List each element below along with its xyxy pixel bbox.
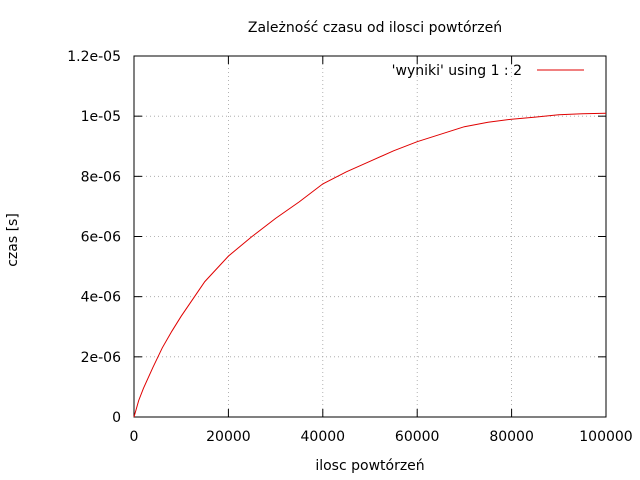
legend: 'wyniki' using 1 : 2	[392, 63, 584, 79]
y-tick-label: 1e-05	[81, 109, 121, 125]
x-tick-label: 60000	[395, 429, 440, 445]
chart-title: Zależność czasu od ilosci powtórzeń	[248, 20, 502, 36]
y-tick-label: 0	[112, 410, 121, 426]
y-axis-label: czas [s]	[5, 213, 21, 267]
grid	[134, 56, 606, 417]
y-tick-labels: 0 2e-06 4e-06 6e-06 8e-06 1e-05 1.2e-05	[67, 49, 121, 426]
x-axis-label: ilosc powtórzeń	[315, 458, 424, 474]
y-tick-label: 4e-06	[81, 290, 121, 306]
x-tick-label: 20000	[206, 429, 251, 445]
x-tick-label: 0	[130, 429, 139, 445]
series-line	[133, 112, 607, 418]
legend-label: 'wyniki' using 1 : 2	[392, 63, 522, 79]
ticks	[133, 55, 607, 418]
y-tick-label: 2e-06	[81, 350, 121, 366]
y-tick-label: 1.2e-05	[67, 49, 121, 65]
x-tick-label: 40000	[301, 429, 346, 445]
x-tick-label: 80000	[489, 429, 534, 445]
series-layer	[133, 112, 607, 418]
x-tick-label: 100000	[579, 429, 632, 445]
y-tick-label: 8e-06	[81, 169, 121, 185]
x-tick-labels: 0 20000 40000 60000 80000 100000	[130, 429, 633, 445]
y-tick-label: 6e-06	[81, 230, 121, 246]
